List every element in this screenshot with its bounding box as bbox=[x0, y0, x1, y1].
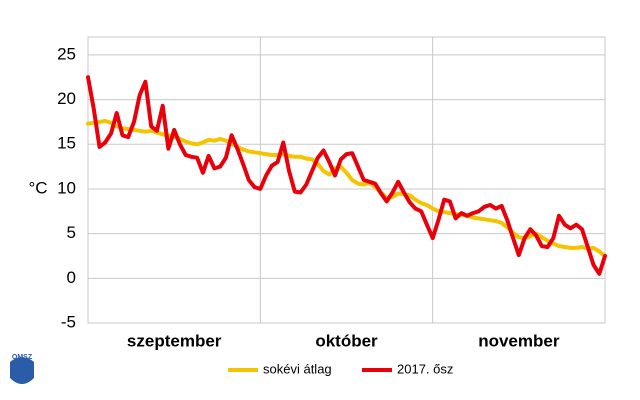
line-series bbox=[86, 119, 607, 258]
y-tick-label: 20 bbox=[57, 89, 76, 108]
logo-text: OMSZ bbox=[12, 354, 33, 361]
logo-shape bbox=[10, 357, 34, 384]
y-tick-label: -5 bbox=[61, 312, 76, 331]
y-axis-label: °C bbox=[28, 178, 47, 197]
x-tick-label: november bbox=[478, 331, 560, 350]
plot-area bbox=[87, 36, 606, 324]
x-tick-label: szeptember bbox=[127, 331, 222, 350]
y-tick-label: 25 bbox=[57, 44, 76, 63]
y-tick-label: 10 bbox=[57, 178, 76, 197]
legend-label: 2017. ősz bbox=[397, 361, 453, 376]
legend-label: sokévi átlag bbox=[263, 361, 332, 376]
y-tick-label: 15 bbox=[57, 134, 76, 153]
x-tick-label: október bbox=[315, 331, 378, 350]
y-tick-label: 5 bbox=[67, 223, 76, 242]
y-tick-label: 0 bbox=[67, 268, 76, 287]
line-series bbox=[86, 75, 607, 276]
logo: OMSZ bbox=[10, 354, 34, 384]
